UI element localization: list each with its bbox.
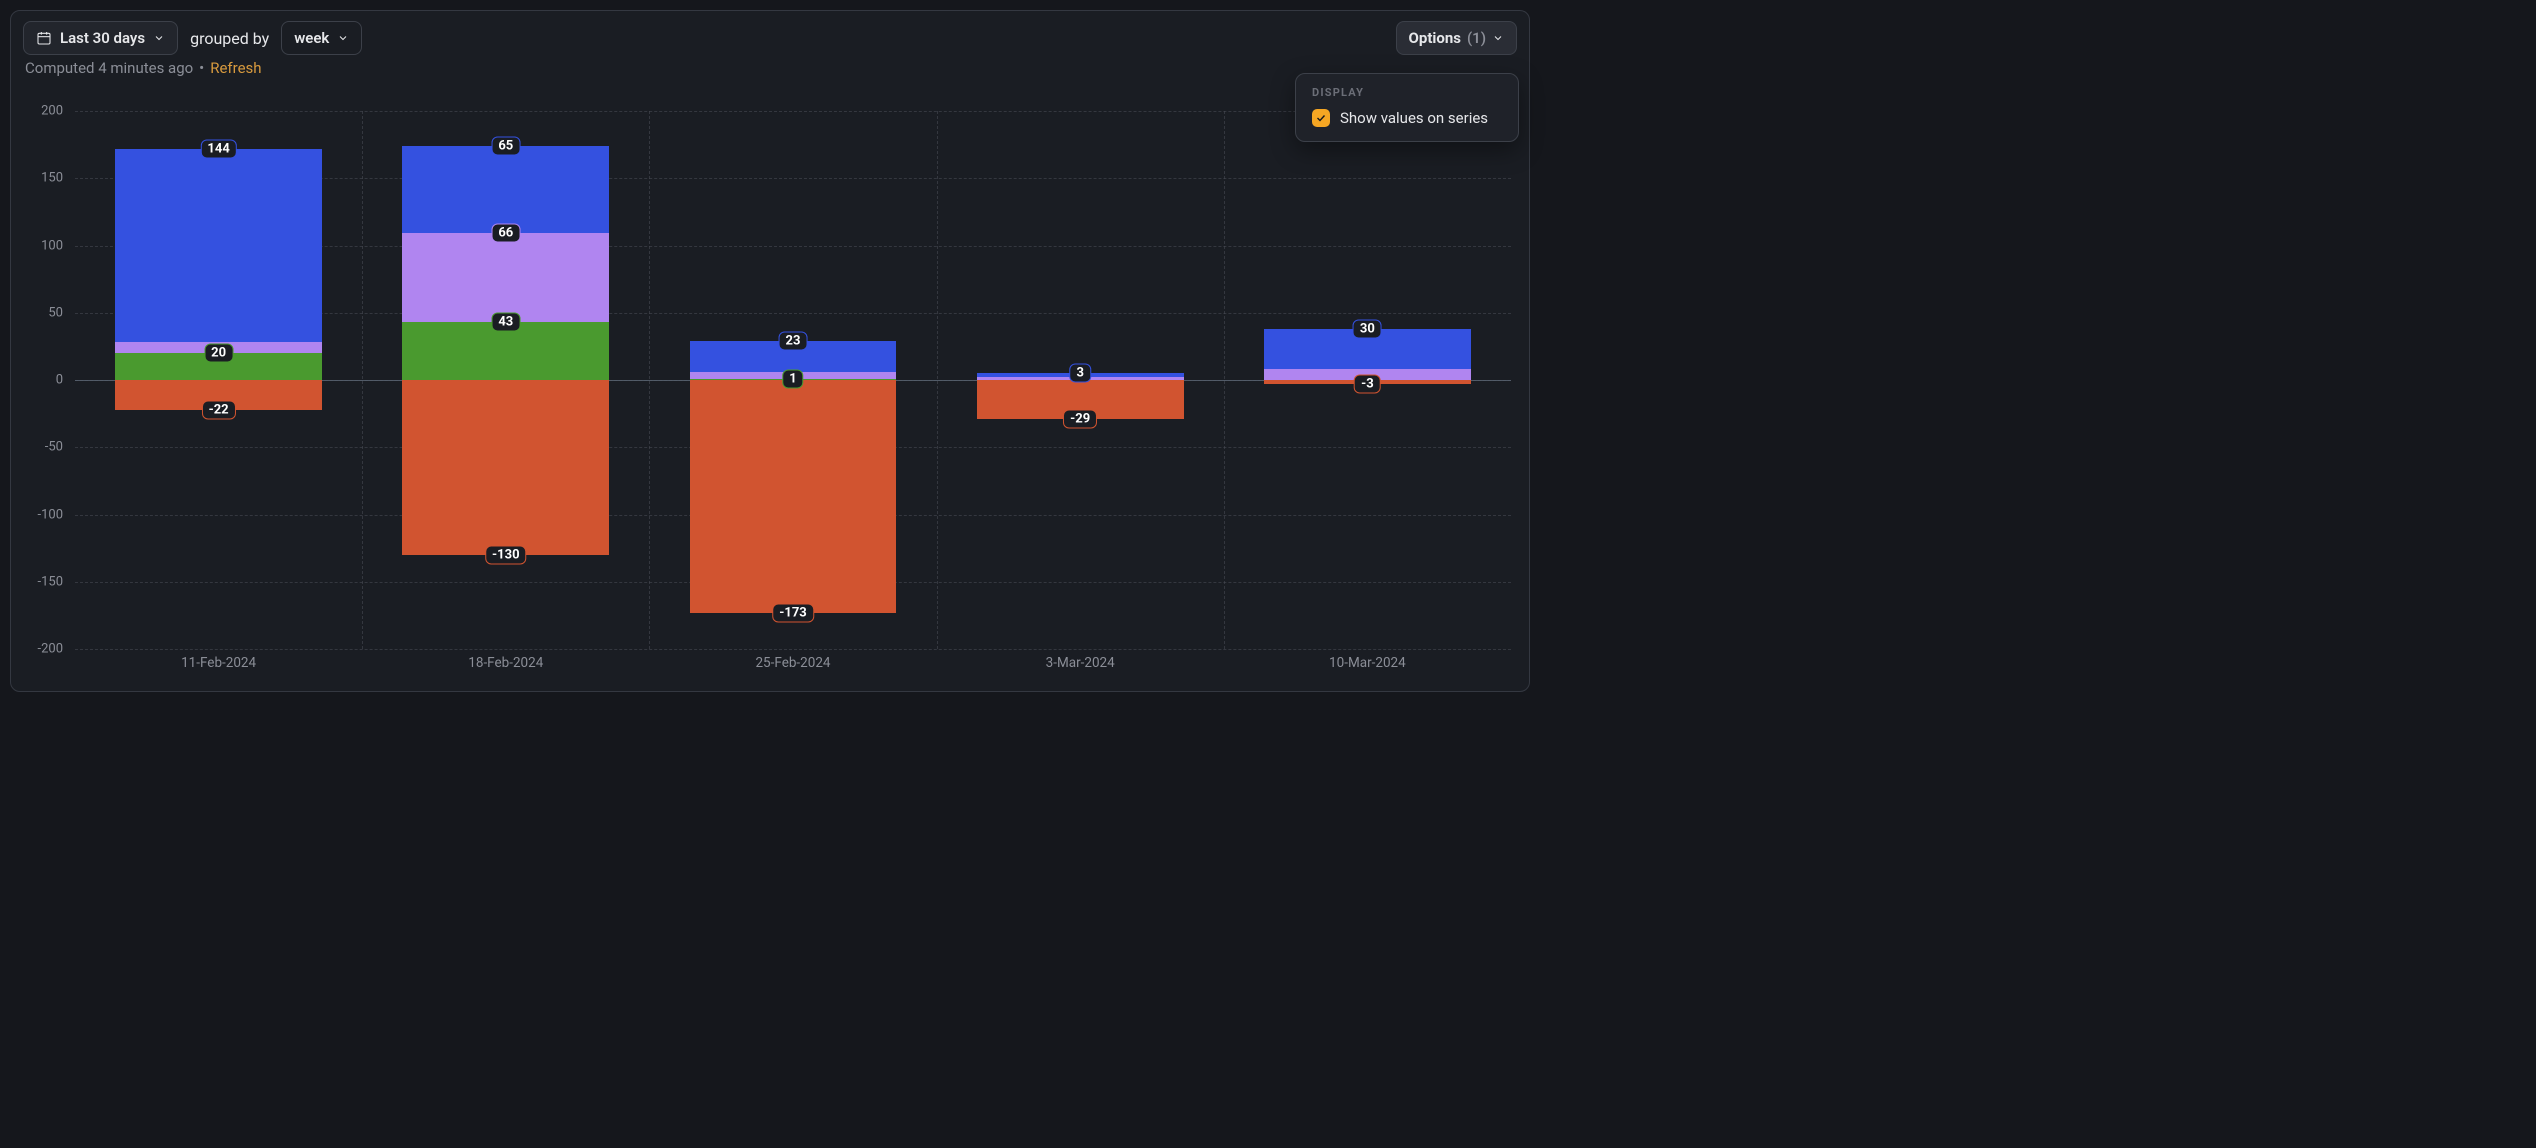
x-tick-label: 25-Feb-2024 — [755, 655, 830, 671]
bar-group — [402, 111, 609, 649]
value-label: 43 — [491, 313, 520, 332]
y-tick-label: 50 — [48, 305, 63, 320]
x-tick-label: 18-Feb-2024 — [468, 655, 543, 671]
bar-segment-blue[interactable] — [115, 149, 322, 343]
chevron-down-icon — [337, 32, 349, 44]
vertical-gridline — [362, 111, 363, 649]
bar-group — [115, 111, 322, 649]
value-label: 20 — [204, 344, 233, 363]
chart-card: Last 30 days grouped by week Options (1)… — [10, 10, 1530, 692]
bar-segment-blue[interactable] — [402, 146, 609, 233]
calendar-icon — [36, 30, 52, 46]
toolbar: Last 30 days grouped by week Options (1) — [11, 11, 1529, 59]
popover-header: DISPLAY — [1312, 86, 1502, 99]
y-tick-label: -50 — [45, 440, 63, 455]
x-axis: 11-Feb-2024 18-Feb-2024 25-Feb-2024 3-Mar-2… — [75, 655, 1511, 677]
group-by-value: week — [294, 29, 329, 47]
value-label: -29 — [1063, 410, 1097, 429]
value-label: 1 — [782, 369, 803, 388]
value-label: 65 — [491, 136, 520, 155]
chevron-down-icon — [153, 32, 165, 44]
separator-dot: • — [199, 59, 204, 77]
grouped-by-label: grouped by — [190, 29, 269, 48]
vertical-gridline — [1224, 111, 1225, 649]
y-tick-label: 150 — [41, 171, 63, 186]
x-tick-label: 3-Mar-2024 — [1046, 655, 1115, 671]
y-tick-label: -100 — [37, 507, 63, 522]
value-label: 66 — [491, 224, 520, 243]
group-by-picker[interactable]: week — [281, 21, 362, 55]
x-tick-label: 10-Mar-2024 — [1329, 655, 1406, 671]
bar-segment-orange[interactable] — [690, 380, 897, 613]
options-button[interactable]: Options (1) — [1396, 21, 1517, 55]
y-axis: -200-150-100-50050100150200 — [25, 111, 69, 649]
date-range-label: Last 30 days — [60, 29, 145, 47]
y-tick-label: 200 — [41, 104, 63, 119]
value-label: 23 — [779, 331, 808, 350]
value-label: 144 — [200, 139, 236, 158]
chart-area: -200-150-100-50050100150200 20144-224366… — [25, 111, 1515, 677]
date-range-picker[interactable]: Last 30 days — [23, 21, 178, 55]
value-label: -173 — [772, 603, 814, 622]
bar-segment-purple[interactable] — [402, 233, 609, 322]
value-label: -22 — [202, 400, 236, 419]
y-tick-label: 0 — [56, 373, 63, 388]
vertical-gridline — [937, 111, 938, 649]
show-values-label: Show values on series — [1340, 109, 1488, 127]
gridline — [75, 649, 1511, 650]
value-label: 3 — [1069, 364, 1090, 383]
options-label: Options — [1409, 29, 1461, 47]
y-tick-label: 100 — [41, 238, 63, 253]
show-values-toggle[interactable]: Show values on series — [1312, 109, 1502, 127]
options-count: (1) — [1467, 29, 1486, 47]
x-tick-label: 11-Feb-2024 — [181, 655, 256, 671]
vertical-gridline — [649, 111, 650, 649]
value-label: -3 — [1354, 375, 1381, 394]
y-tick-label: -200 — [37, 642, 63, 657]
chevron-down-icon — [1492, 32, 1504, 44]
checkbox-checked-icon — [1312, 109, 1330, 127]
computed-text: Computed 4 minutes ago — [25, 59, 193, 77]
display-options-popover: DISPLAY Show values on series — [1295, 73, 1519, 142]
plot-area: 20 144 -22 43 66 65 -130 1 23 -173 3 -29 30 -3 — [75, 111, 1511, 649]
refresh-link[interactable]: Refresh — [210, 59, 261, 77]
value-label: 30 — [1353, 319, 1382, 338]
y-tick-label: -150 — [37, 574, 63, 589]
bar-segment-orange[interactable] — [402, 380, 609, 555]
value-label: -130 — [485, 545, 527, 564]
